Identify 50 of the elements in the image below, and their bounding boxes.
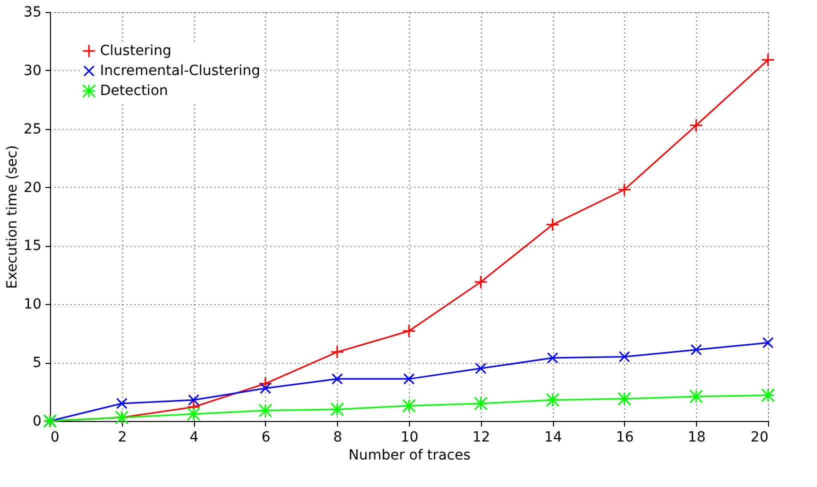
point — [546, 393, 560, 407]
y-tick-label: 25 — [24, 121, 42, 138]
point — [258, 404, 272, 418]
point — [761, 388, 775, 402]
point — [689, 118, 704, 132]
legend-label: Detection — [100, 83, 168, 99]
point — [260, 382, 272, 394]
x-tick-label: 6 — [261, 430, 270, 446]
point — [546, 218, 560, 232]
x-tick-label: 14 — [544, 430, 562, 446]
point — [762, 337, 774, 348]
point — [618, 351, 630, 362]
x-tick-label: 18 — [688, 430, 706, 446]
y-tick-label: 30 — [24, 62, 42, 79]
point — [689, 390, 704, 404]
point — [330, 345, 344, 359]
point — [332, 373, 343, 385]
point — [330, 402, 344, 416]
point — [402, 398, 416, 413]
y-tick-label: 20 — [24, 180, 42, 196]
x-tick-label: 12 — [472, 430, 490, 446]
y-tick-label: 10 — [24, 296, 42, 313]
x-tick-label: 2 — [118, 430, 127, 446]
legend-label: Clustering — [100, 43, 172, 59]
point — [618, 392, 632, 406]
point — [475, 362, 486, 374]
point — [402, 324, 416, 338]
point — [474, 396, 488, 410]
y-tick-label: 0 — [32, 414, 42, 430]
point — [618, 182, 632, 196]
point — [474, 275, 488, 289]
legend-label: Incremental-Clustering — [100, 63, 260, 79]
y-tick-label: 15 — [24, 238, 42, 254]
y-tick-label: 35 — [24, 4, 42, 20]
y-tick-label: 5 — [32, 355, 42, 372]
x-tick-label: 4 — [190, 430, 199, 446]
point — [116, 398, 128, 410]
x-tick-label: 8 — [333, 430, 342, 446]
point — [403, 373, 415, 385]
x-tick-label: 10 — [400, 430, 418, 446]
point — [188, 394, 200, 406]
y-axis-title: Execution time (sec) — [4, 145, 21, 289]
point — [761, 53, 775, 67]
x-tick-label: 20 — [750, 430, 768, 446]
x-tick-label: 0 — [50, 430, 60, 446]
point — [186, 407, 200, 421]
x-tick-label: 16 — [616, 430, 634, 446]
x-axis-title: Number of traces — [348, 448, 471, 464]
point — [690, 344, 702, 356]
point — [546, 352, 558, 364]
